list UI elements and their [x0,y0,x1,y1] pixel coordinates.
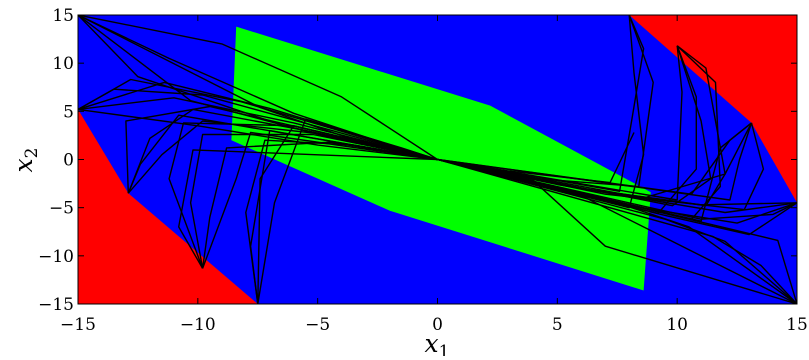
x-tick-label: −5 [305,315,330,335]
x-axis-label-sub: 1 [439,342,450,356]
trajectory-line-37 [437,122,752,195]
trajectory-line-30 [437,45,683,201]
inner-region [231,26,651,291]
trajectory-line-10 [78,108,438,161]
trajectory-line-45 [437,158,797,304]
x-axis-label-base: x [425,329,439,356]
y-tick-label: 0 [63,151,74,171]
x-tick-label: 5 [552,315,563,335]
y-axis-ticks: −15 −10 −5 0 5 10 15 [38,6,797,315]
y-tick-label: 10 [52,54,74,74]
x-tick-label: 15 [786,315,808,335]
trajectory-line-12 [127,120,438,194]
y-axis-label-base: x [9,158,38,172]
trajectory-line-19 [201,131,438,269]
trajectory-group [78,15,797,304]
trajectory-line-18 [177,149,438,269]
trajectory-line-47 [437,158,797,304]
y-tick-label: −15 [38,295,74,315]
x-tick-label: −10 [180,315,216,335]
trajectory-line-9 [78,88,438,161]
trajectory-line-22 [257,125,438,304]
trajectory-line-42 [437,158,797,214]
y-tick-label: −5 [49,199,74,219]
trajectory-line-5 [78,15,438,161]
y-tick-label: −10 [38,247,74,267]
trajectory-line-6 [78,97,438,161]
x-axis-ticks: −15 −10 −5 0 5 10 15 [60,15,808,335]
trajectory-line-41 [437,158,797,220]
trajectory-line-48 [437,158,797,304]
x-tick-label: −15 [60,315,96,335]
trajectory-line-23 [257,118,438,304]
y-axis-label: x2 [9,148,42,173]
x-axis-label: x1 [425,329,450,356]
x-tick-label: 0 [432,315,443,335]
trajectory-line-26 [437,15,645,209]
y-tick-label: 5 [63,102,74,122]
trajectory-line-16 [189,133,438,269]
trajectory-line-17 [201,141,438,269]
x-tick-label: 10 [666,315,688,335]
y-tick-label: 15 [52,6,74,26]
plot-area [78,15,797,304]
trajectory-line-46 [437,158,797,304]
y-axis-label-sub: 2 [22,148,42,159]
